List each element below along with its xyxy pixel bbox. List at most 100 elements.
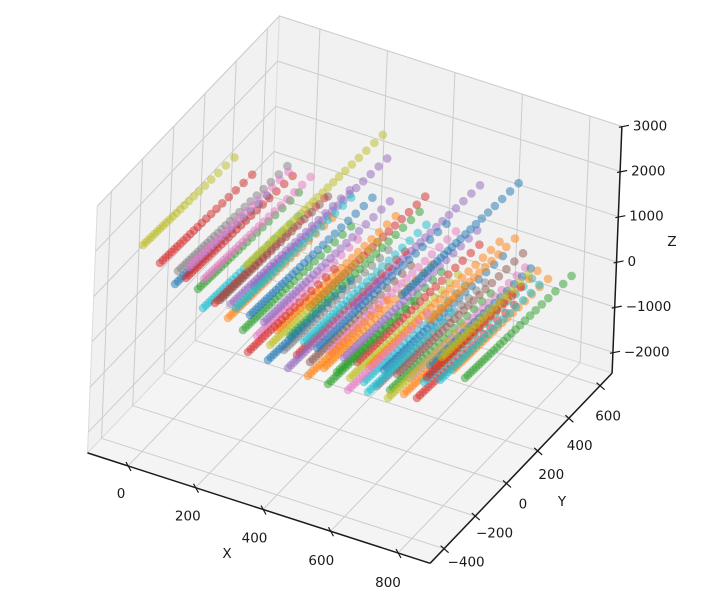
scatter-point — [341, 166, 350, 176]
scatter-point — [511, 302, 521, 312]
z-tick-mark — [613, 260, 624, 264]
scatter-line — [259, 197, 395, 327]
scatter-point — [344, 216, 353, 226]
scatter-point — [411, 249, 420, 258]
scatter-point — [283, 194, 292, 204]
scatter-point — [422, 220, 431, 229]
scatter-point — [372, 267, 382, 277]
y-tick-mark — [565, 414, 574, 423]
scatter-point — [505, 309, 514, 318]
scatter-point — [301, 292, 310, 302]
scatter-point — [430, 349, 439, 358]
x-axis-label: X — [222, 546, 231, 562]
scatter-point — [422, 309, 432, 319]
scatter-point — [393, 337, 403, 347]
z-tick-label: 0 — [628, 254, 637, 270]
x-tick-label: 600 — [308, 553, 334, 569]
scatter-point — [394, 312, 403, 321]
scatter-point — [469, 296, 479, 305]
scatter-point — [360, 317, 369, 327]
scatter-point — [438, 316, 447, 326]
scatter-point — [531, 306, 540, 315]
scatter-point — [248, 201, 257, 211]
scatter-point — [427, 250, 437, 259]
scatter-point — [330, 229, 340, 238]
scatter-point — [287, 227, 296, 236]
scatter-point — [543, 274, 553, 284]
scatter-point — [412, 200, 422, 209]
scatter-point — [284, 167, 293, 177]
scatter-point — [435, 242, 444, 252]
scatter-point — [361, 220, 371, 229]
scatter-point — [323, 298, 333, 307]
scatter-line — [215, 192, 333, 305]
y-tick-mark — [471, 512, 481, 521]
scatter-point — [329, 178, 338, 187]
scatter-line — [323, 296, 419, 389]
scatter-point — [544, 293, 553, 303]
scatter-line — [299, 220, 431, 347]
scatter-point — [414, 318, 424, 327]
scatter-point — [353, 247, 363, 257]
scatter-point — [194, 187, 204, 196]
scatter-point — [338, 230, 347, 239]
scatter-point — [537, 300, 547, 309]
scatter-point — [377, 243, 387, 253]
scatter-point — [418, 242, 427, 252]
scatter-point — [378, 130, 388, 140]
y-grid-line — [194, 93, 538, 452]
scatter-point — [336, 194, 346, 203]
grid-lines — [87, 15, 623, 554]
x-tick-label: 800 — [375, 575, 401, 591]
scatter-point — [450, 329, 460, 339]
scatter-point — [373, 277, 383, 287]
scatter-point — [391, 230, 400, 240]
scatter-point — [351, 209, 361, 218]
scatter-point — [404, 207, 414, 217]
scatter-line — [283, 277, 383, 373]
y-grid-line — [100, 191, 445, 550]
scatter-point — [451, 227, 461, 236]
scatter-point — [221, 161, 231, 170]
scatter-point — [337, 223, 346, 232]
scatter-line — [265, 237, 383, 350]
scatter-point — [440, 289, 450, 299]
scatter-point — [459, 196, 468, 206]
y-tick-mark — [440, 545, 449, 554]
scatter-point — [444, 210, 454, 220]
x-axis-spine — [87, 452, 431, 565]
y-tick-mark — [596, 382, 605, 391]
scatter-point — [489, 303, 499, 312]
scatter-point — [366, 254, 375, 264]
scatter-point — [467, 189, 476, 198]
scatter-point — [437, 276, 447, 286]
z-tick-mark — [617, 169, 628, 174]
scatter-point — [431, 282, 441, 291]
scatter-point — [533, 266, 542, 276]
y-tick-label: 400 — [567, 438, 593, 454]
scatter-point — [347, 160, 357, 169]
scatter-point — [475, 240, 484, 249]
scatter-point — [369, 212, 378, 222]
z-grid-line — [96, 15, 623, 207]
scatter-point — [242, 207, 252, 216]
scatter-point — [254, 196, 263, 205]
scatter-point — [297, 180, 307, 190]
scatter-point — [317, 304, 327, 313]
scatter-point — [382, 154, 392, 163]
x-tick-label: 0 — [117, 486, 126, 502]
scatter-point — [378, 262, 388, 271]
scatter-point — [310, 228, 320, 237]
scatter-line — [231, 193, 356, 313]
x-tick-mark — [395, 548, 402, 559]
z-tick-mark — [615, 215, 626, 219]
axis-spines — [87, 126, 623, 565]
scatter-point — [348, 328, 358, 338]
scatter-point — [411, 341, 421, 351]
scatter-point — [508, 285, 517, 294]
scatter-point — [247, 170, 257, 179]
scatter-point — [270, 207, 280, 216]
scatter-point — [480, 278, 490, 287]
